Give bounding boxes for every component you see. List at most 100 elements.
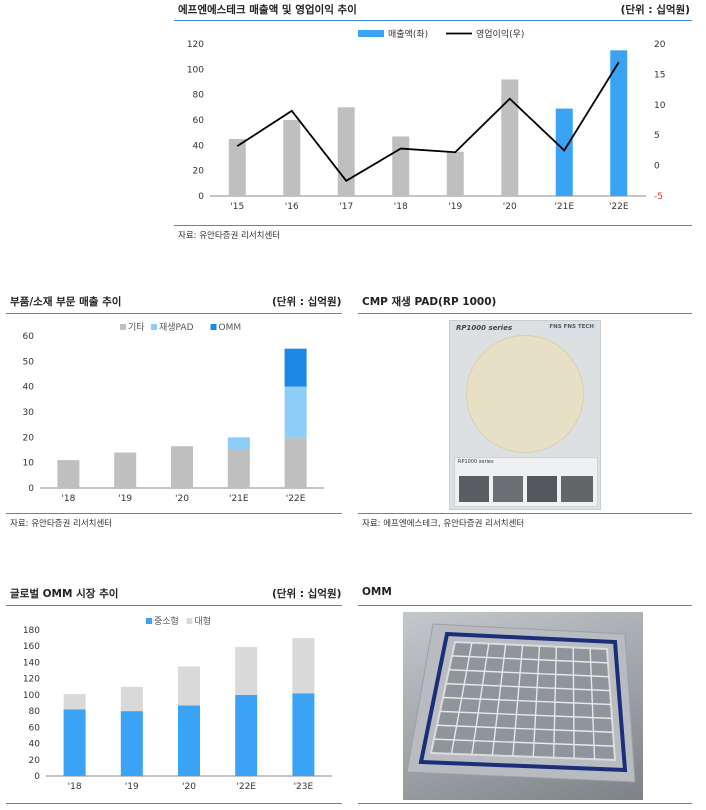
- y-tick-label: 40: [193, 141, 205, 151]
- stacked-bar-segment: [120, 686, 143, 712]
- x-tick-label: '20: [503, 202, 517, 212]
- x-tick-label: '18: [394, 202, 408, 212]
- y-tick-label: 0: [28, 484, 34, 494]
- chart3-title: 글로벌 OMM 시장 추이: [10, 588, 119, 600]
- y-tick-label: 80: [193, 91, 205, 101]
- stacked-bar-segment: [284, 437, 307, 488]
- stacked-bar-segment: [292, 693, 315, 776]
- bar: [555, 108, 573, 196]
- legend-label: 재생PAD: [159, 322, 194, 333]
- chart1-unit: (단위 : 십억원): [620, 4, 690, 16]
- bar: [446, 151, 464, 196]
- pad-info-strip: RP1000 series: [454, 457, 598, 507]
- y-tick-label: 60: [23, 332, 35, 342]
- y-tick-label: 30: [23, 408, 35, 418]
- pad-info-label: RP1000 series: [458, 459, 494, 465]
- stacked-bar-segment: [292, 638, 315, 694]
- pad-photo-title-text: RP1000 series: [456, 324, 513, 332]
- stacked-bar-segment: [235, 694, 258, 776]
- bar: [283, 120, 301, 196]
- y-tick-label: 120: [23, 675, 40, 685]
- pad-top-rule: [358, 313, 692, 314]
- bar: [228, 139, 246, 196]
- pad-disc: [466, 335, 584, 453]
- stacked-bar-segment: [57, 460, 80, 488]
- x-tick-label: '22E: [609, 202, 629, 212]
- pad-source: 자료: 에프엔에스테크, 유안타증권 리서치센터: [362, 519, 525, 529]
- legend-label: 대형: [195, 616, 212, 627]
- x-tick-label: '22E: [286, 494, 306, 504]
- chart2-bottom-rule: [6, 513, 342, 514]
- y-tick-label: 160: [23, 642, 40, 652]
- legend-swatch-revenue: [358, 30, 384, 37]
- x-tick-label: '16: [285, 202, 299, 212]
- chart2-unit: (단위 : 십억원): [272, 296, 342, 308]
- pad-photo-logo: FNS FNS TECH: [549, 324, 594, 330]
- op-profit-line: [236, 61, 620, 182]
- y-tick-label: 10: [23, 459, 35, 469]
- legend-swatch: [146, 618, 152, 624]
- omm-frame-image: [406, 623, 636, 783]
- pad-sample-2: [493, 476, 523, 502]
- y-tick-label: 100: [187, 65, 204, 75]
- omm-grid-line: [439, 710, 613, 720]
- stacked-bar-segment: [178, 705, 200, 776]
- legend-label: 기타: [128, 322, 145, 333]
- chart3-top-rule: [6, 605, 342, 606]
- pad-sample-1: [459, 476, 489, 502]
- omm-grid-line: [433, 738, 615, 747]
- omm-grid-line: [445, 682, 611, 692]
- legend-label-revenue: 매출액(좌): [388, 28, 428, 40]
- y-tick-label: 20: [29, 756, 41, 766]
- bar: [501, 79, 519, 196]
- y-tick-label: 20: [23, 433, 35, 443]
- stacked-bar-segment: [63, 709, 86, 776]
- chart1-revenue-op-profit: 0 20 40 60 80 100 120 -5 0 5 10 15 20 '15 '16 '17 '18 '19…: [187, 28, 666, 212]
- omm-photo: [403, 612, 643, 800]
- y-tick-label: 120: [187, 40, 204, 50]
- stacked-bar-segment: [227, 437, 250, 450]
- x-tick-label: '20: [182, 782, 196, 792]
- stacked-bar-segment: [227, 450, 250, 488]
- bar: [610, 50, 628, 196]
- stacked-bar-segment: [284, 348, 307, 387]
- x-tick-label: '15: [230, 202, 244, 212]
- stacked-bar-segment: [63, 694, 86, 710]
- y-tick-label: 50: [23, 357, 35, 367]
- pad-photo-title: CMP 재생 PAD(RP 1000): [362, 296, 497, 308]
- y2-tick-label: 10: [654, 101, 666, 111]
- y2-tick-label: 5: [654, 131, 660, 141]
- x-tick-label: '22E: [236, 782, 256, 792]
- y-tick-label: 60: [193, 116, 205, 126]
- bar: [392, 136, 410, 196]
- x-tick-label: '19: [448, 202, 462, 212]
- bar: [337, 107, 355, 196]
- y2-tick-label: 15: [654, 70, 665, 80]
- y-tick-label: 40: [23, 383, 35, 393]
- chart1-source: 자료: 유안타증권 리서치센터: [178, 231, 281, 241]
- x-tick-label: '23E: [294, 782, 314, 792]
- legend-label: 중소형: [154, 616, 179, 627]
- stacked-bar-segment: [114, 452, 137, 488]
- x-tick-label: '19: [118, 494, 132, 504]
- stacked-bar-segment: [284, 386, 307, 438]
- pad-sample-3: [527, 476, 557, 502]
- y-tick-label: 100: [23, 691, 40, 701]
- y-tick-label: 140: [23, 658, 40, 668]
- stacked-bar-segment: [171, 446, 193, 488]
- omm-grid-line: [448, 669, 610, 678]
- pad-sample-4: [561, 476, 593, 502]
- chart2-source: 자료: 유안타증권 리서치센터: [10, 519, 113, 529]
- y-tick-label: 20: [193, 167, 205, 177]
- omm-top-rule: [358, 605, 692, 606]
- stacked-bar-segment: [178, 666, 200, 706]
- chart3-global-omm: 0 20 40 60 80 100 120 140 160 180 '18 '19 '20 '22E '23…: [23, 616, 332, 792]
- x-tick-label: '17: [339, 202, 353, 212]
- y-tick-label: 40: [29, 740, 41, 750]
- chart1-bottom-rule: [174, 225, 692, 226]
- pad-photo: RP1000 series FNS FNS TECH RP1000 series: [449, 320, 601, 510]
- omm-photo-title: OMM: [362, 586, 392, 598]
- y2-tick-label: -5: [654, 192, 663, 202]
- y-tick-label: 80: [29, 707, 41, 717]
- legend-swatch: [210, 324, 217, 330]
